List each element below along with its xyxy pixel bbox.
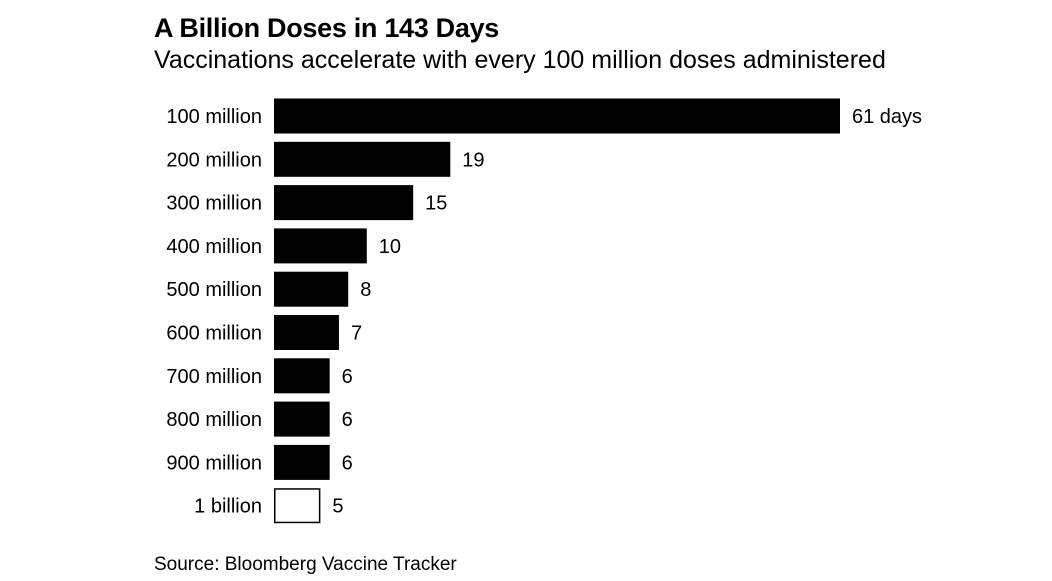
category-label: 100 million — [166, 106, 262, 128]
bar — [274, 228, 367, 264]
value-label: 6 — [342, 366, 353, 388]
chart-subtitle: Vaccinations accelerate with every 100 m… — [154, 46, 886, 74]
bar — [274, 358, 330, 394]
value-label: 8 — [360, 279, 371, 301]
category-label: 200 million — [166, 149, 262, 171]
bar — [274, 98, 840, 134]
bar — [274, 141, 451, 177]
value-label: 7 — [351, 323, 362, 345]
source-note: Source: Bloomberg Vaccine Tracker — [154, 554, 457, 575]
value-label: 6 — [342, 452, 353, 474]
bar — [274, 488, 321, 524]
bar — [274, 271, 349, 307]
value-label: 61 days — [852, 106, 922, 128]
bar — [274, 315, 339, 350]
value-label: 15 — [425, 193, 447, 215]
category-label: 1 billion — [194, 496, 262, 518]
chart-title: A Billion Doses in 143 Days — [154, 13, 500, 43]
category-label: 800 million — [166, 409, 262, 431]
bar — [274, 401, 330, 437]
value-label: 6 — [342, 409, 353, 431]
value-label: 5 — [332, 496, 343, 518]
category-label: 500 million — [166, 279, 262, 301]
category-label: 300 million — [166, 193, 262, 215]
value-label: 10 — [379, 236, 401, 258]
bar — [274, 444, 330, 480]
category-label: 400 million — [166, 236, 262, 258]
bar — [274, 185, 414, 221]
category-label: 700 million — [166, 366, 262, 388]
category-label: 600 million — [166, 323, 262, 345]
value-label: 19 — [462, 149, 484, 171]
category-label: 900 million — [166, 452, 262, 474]
